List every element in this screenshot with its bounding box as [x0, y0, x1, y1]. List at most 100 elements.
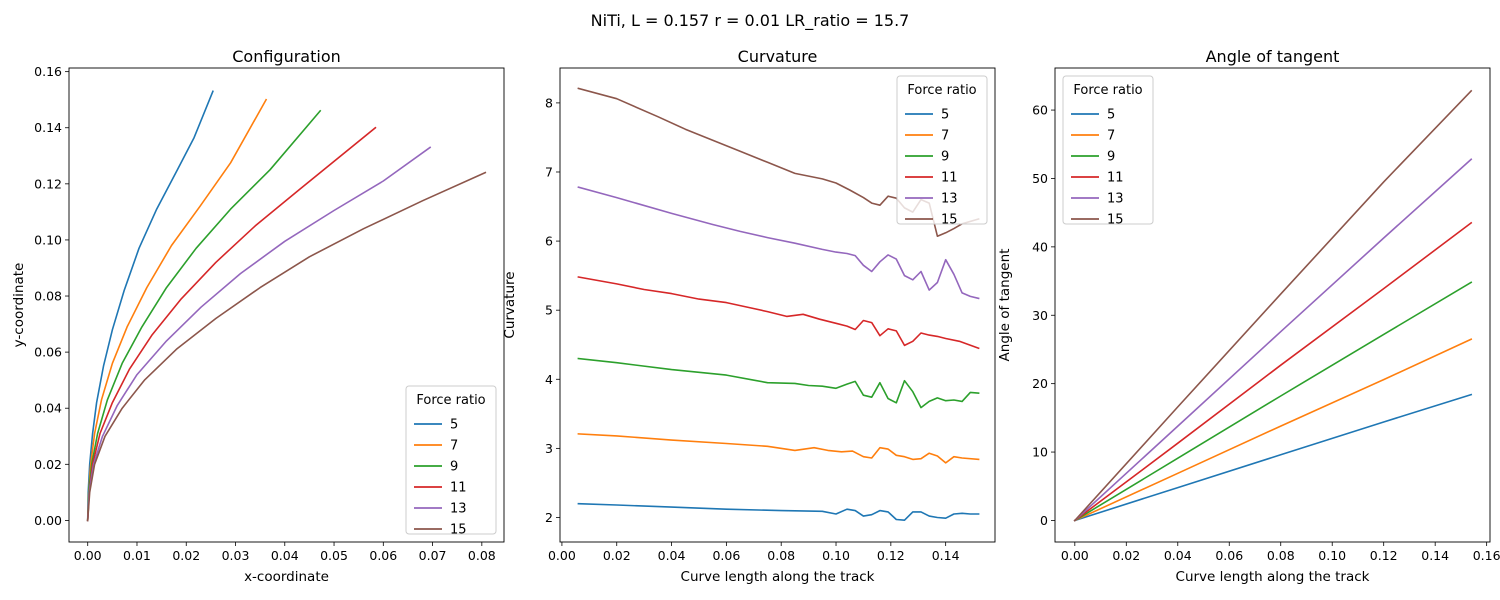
x-tick-label: 0.00 — [1061, 548, 1089, 563]
series-line-13 — [86, 146, 432, 522]
chart-2: Curvature 0.00 0.02 0.04 0.06 0.08 0.10 0.12 0.1… — [502, 47, 996, 585]
x-tick-label: 0.02 — [172, 548, 200, 563]
y-tick-label: 0.04 — [34, 401, 62, 416]
y-axis-label: Curvature — [502, 271, 518, 338]
y-tick-label: 50 — [1032, 171, 1048, 186]
legend-box — [1062, 75, 1154, 225]
x-tick-label: 0.04 — [1164, 548, 1192, 563]
x-tick-label: 0.02 — [603, 548, 631, 563]
series-line-7 — [577, 433, 980, 464]
legend-entry-5: 5 — [450, 418, 458, 433]
series-line-5 — [577, 502, 980, 522]
x-tick-label: 0.01 — [123, 548, 151, 563]
legend-entry-5: 5 — [1107, 108, 1115, 123]
y-tick-label: 8 — [545, 95, 553, 110]
legend: Force ratio 5 7 9 11 13 15 — [1062, 75, 1154, 228]
series-line-7 — [86, 98, 268, 522]
series-line-11 — [577, 276, 980, 350]
legend-entry-15: 15 — [941, 213, 958, 228]
series-line-13 — [1073, 158, 1473, 522]
legend-title: Force ratio — [907, 83, 976, 98]
chart-title: Configuration — [232, 47, 341, 66]
series-line-13 — [577, 186, 980, 300]
x-tick-label: 0.00 — [548, 548, 576, 563]
legend-entry-11: 11 — [941, 171, 958, 186]
y-tick-label: 20 — [1032, 376, 1048, 391]
series-line-5 — [1073, 393, 1473, 522]
legend-entry-9: 9 — [941, 150, 949, 165]
series-line-11 — [1073, 221, 1473, 522]
legend-entry-15: 15 — [450, 523, 467, 538]
x-tick-label: 0.16 — [1473, 548, 1500, 563]
x-tick-label: 0.06 — [712, 548, 740, 563]
legend-title: Force ratio — [416, 393, 485, 408]
series-line-9 — [577, 357, 980, 409]
y-tick-label: 0.16 — [34, 64, 62, 79]
legend-entry-11: 11 — [450, 481, 467, 496]
x-tick-label: 0.10 — [822, 548, 850, 563]
legend-entry-13: 13 — [1107, 192, 1124, 207]
legend-box — [896, 75, 988, 225]
x-tick-label: 0.08 — [468, 548, 496, 563]
series-line-5 — [86, 90, 214, 522]
x-axis-label: x-coordinate — [244, 569, 329, 585]
series-line-15 — [86, 171, 487, 522]
x-tick-label: 0.14 — [1421, 548, 1449, 563]
legend-box — [405, 385, 497, 535]
y-tick-label: 60 — [1032, 103, 1048, 118]
axes-frame — [559, 67, 996, 543]
y-axis-label: Angle of tangent — [997, 249, 1013, 362]
y-tick-label: 0.00 — [34, 513, 62, 528]
legend-entry-7: 7 — [450, 439, 458, 454]
legend-entry-5: 5 — [941, 108, 949, 123]
legend-entry-15: 15 — [1107, 213, 1124, 228]
legend: Force ratio 5 7 9 11 13 15 — [405, 385, 497, 538]
series-line-15 — [577, 87, 980, 237]
y-tick-label: 6 — [545, 234, 553, 249]
x-tick-label: 0.02 — [1112, 548, 1140, 563]
y-tick-label: 0.12 — [34, 176, 62, 191]
plots-container: Configuration 0.00 0.01 0.02 0.03 0.04 0.05 0.0… — [11, 47, 1500, 585]
series-line-7 — [1073, 338, 1473, 522]
series-line-15 — [1073, 89, 1473, 522]
y-tick-label: 5 — [545, 303, 553, 318]
x-axis-label: Curve length along the track — [1176, 569, 1370, 585]
series-line-11 — [86, 126, 377, 522]
y-tick-label: 3 — [545, 441, 553, 456]
chart-1: Configuration 0.00 0.01 0.02 0.03 0.04 0.05 0.0… — [11, 47, 505, 585]
y-tick-label: 7 — [545, 164, 553, 179]
y-tick-label: 0.10 — [34, 232, 62, 247]
x-axis-label: Curve length along the track — [681, 569, 875, 585]
legend-entry-13: 13 — [450, 502, 467, 517]
y-tick-label: 40 — [1032, 239, 1048, 254]
y-tick-label: 4 — [545, 372, 553, 387]
x-tick-label: 0.12 — [877, 548, 905, 563]
x-tick-label: 0.03 — [222, 548, 250, 563]
x-tick-label: 0.10 — [1318, 548, 1346, 563]
chart-title: Curvature — [738, 47, 818, 66]
legend-entry-7: 7 — [1107, 129, 1115, 144]
x-tick-label: 0.08 — [767, 548, 795, 563]
x-tick-label: 0.04 — [658, 548, 686, 563]
y-tick-label: 0.06 — [34, 345, 62, 360]
legend-title: Force ratio — [1073, 83, 1142, 98]
axes-frame — [68, 67, 505, 543]
x-tick-label: 0.06 — [1215, 548, 1243, 563]
legend-entry-11: 11 — [1107, 171, 1124, 186]
y-tick-label: 30 — [1032, 308, 1048, 323]
x-tick-label: 0.00 — [74, 548, 102, 563]
y-tick-label: 10 — [1032, 445, 1048, 460]
y-tick-label: 0 — [1040, 513, 1048, 528]
legend-entry-13: 13 — [941, 192, 958, 207]
series-line-9 — [86, 109, 322, 522]
y-tick-label: 0.02 — [34, 457, 62, 472]
y-tick-label: 2 — [545, 510, 553, 525]
x-tick-label: 0.14 — [932, 548, 960, 563]
y-axis-label: y-coordinate — [11, 263, 27, 348]
chart-title: Angle of tangent — [1206, 47, 1340, 66]
series-line-9 — [1073, 281, 1473, 522]
legend: Force ratio 5 7 9 11 13 15 — [896, 75, 988, 228]
x-tick-label: 0.06 — [369, 548, 397, 563]
x-tick-label: 0.08 — [1267, 548, 1295, 563]
